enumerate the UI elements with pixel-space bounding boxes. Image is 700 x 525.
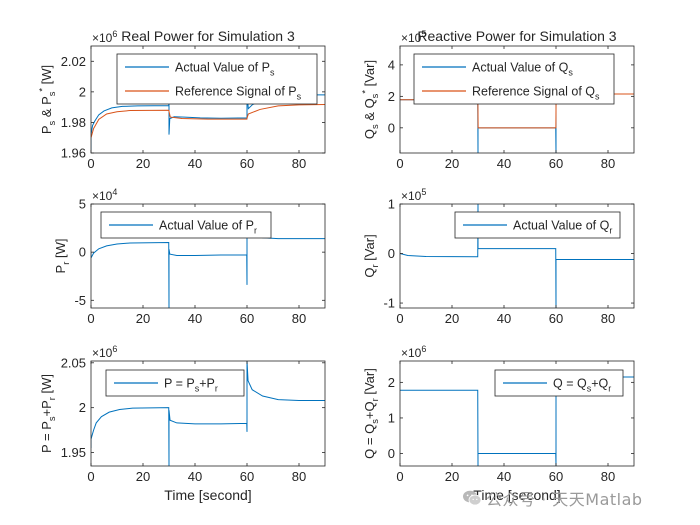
wechat-icon	[463, 490, 482, 506]
chart-title: Real Power for Simulation 3	[121, 28, 295, 44]
x-tick-label: 20	[136, 469, 150, 484]
y-tick-label: 1.98	[61, 115, 86, 130]
y-tick-label: 1	[388, 197, 395, 212]
y-tick-label: 2	[388, 89, 395, 104]
y-tick-label: 0	[79, 245, 86, 260]
x-axis-label: Time [second]	[164, 487, 251, 503]
x-tick-label: 20	[136, 311, 150, 326]
axes-box	[90, 203, 326, 309]
legend: P = Ps+Pr	[105, 369, 245, 397]
y-tick-label: -5	[74, 293, 86, 308]
legend: Actual Value of Pr	[100, 211, 272, 239]
y-axis-label: Qs & Qs* [Var]	[361, 60, 381, 139]
x-tick-label: 20	[445, 156, 459, 171]
y-tick-label: 2	[388, 375, 395, 390]
legend-label: Actual Value of Ps	[175, 61, 275, 78]
legend-box	[413, 53, 615, 105]
x-tick-label: 80	[292, 469, 306, 484]
legend: Actual Value of Qs Reference Signal of Qs	[413, 53, 615, 105]
x-tick-label: 40	[497, 469, 511, 484]
y-tick-label: -1	[383, 296, 395, 311]
y-exponent-label: ×105	[401, 187, 426, 203]
x-tick-label: 60	[240, 469, 254, 484]
x-tick-label: 60	[240, 156, 254, 171]
x-tick-label: 40	[188, 156, 202, 171]
y-tick-label: 1.96	[61, 146, 86, 161]
x-tick-label: 60	[549, 311, 563, 326]
y-axis-label: Qr [Var]	[362, 234, 380, 277]
x-tick-label: 80	[292, 311, 306, 326]
y-tick-label: 0	[388, 246, 395, 261]
x-tick-label: 0	[87, 469, 94, 484]
x-tick-label: 20	[445, 469, 459, 484]
x-tick-label: 20	[445, 311, 459, 326]
y-exponent-label: ×105	[401, 29, 426, 45]
y-axis-label: Ps & Ps* [W]	[38, 65, 58, 134]
x-tick-label: 80	[292, 156, 306, 171]
x-tick-label: 0	[396, 469, 403, 484]
axes-box	[90, 360, 326, 467]
x-tick-label: 40	[188, 311, 202, 326]
y-exponent-label: ×104	[92, 187, 117, 203]
y-tick-label: 2	[79, 400, 86, 415]
chart-title: Reactive Power for Simulation 3	[417, 28, 616, 44]
legend: Actual Value of Ps Reference Signal of Ps	[116, 53, 318, 105]
y-tick-label: 1	[388, 410, 395, 425]
axes-box	[399, 45, 635, 154]
y-tick-label: 2.02	[61, 54, 86, 69]
series-line-p-p-s-p-r	[91, 361, 325, 466]
x-tick-label: 40	[188, 469, 202, 484]
watermark-text: 公众号 · 天天Matlab	[486, 490, 643, 509]
legend-label: Reference Signal of Qs	[472, 85, 600, 102]
legend: Q = Qs+Qr	[494, 369, 624, 397]
x-axis-label: Time [second]	[473, 487, 560, 503]
y-axis-label: Q = Qs+Qr [Var]	[362, 368, 380, 459]
legend-box	[116, 53, 318, 105]
y-axis-label: P = Ps+Pr [W]	[39, 374, 57, 453]
y-axis-label: Pr [W]	[53, 239, 71, 274]
legend-label: Reference Signal of Ps	[175, 85, 302, 102]
axes-box	[90, 45, 326, 154]
chart-q: 0 20 40 60 80 0 1 2 ×106 Q = Qs+Qr [Var] Time [sec…	[362, 344, 635, 503]
legend-label: Actual Value of Qr	[513, 219, 612, 236]
axes-box	[399, 360, 635, 467]
axes-box	[399, 203, 635, 309]
x-tick-label: 0	[396, 156, 403, 171]
x-tick-label: 20	[136, 156, 150, 171]
series-line-reference-signal-of-p-s	[91, 104, 325, 138]
legend-label: P = Ps+Pr	[164, 377, 218, 394]
y-tick-label: 0	[388, 446, 395, 461]
y-exponent-label: ×106	[401, 344, 426, 360]
x-tick-label: 0	[396, 311, 403, 326]
x-tick-label: 80	[601, 311, 615, 326]
y-tick-label: 2.05	[61, 355, 86, 370]
y-tick-label: 2	[79, 84, 86, 99]
chart-ps: 0 20 40 60 80 1.96 1.98 2 2.02 ×106 Real Power for…	[38, 28, 326, 171]
y-tick-label: 0	[388, 120, 395, 135]
y-tick-label: 1.95	[61, 445, 86, 460]
x-tick-label: 80	[601, 156, 615, 171]
y-exponent-label: ×106	[92, 29, 117, 45]
x-tick-label: 0	[87, 311, 94, 326]
y-tick-label: 5	[79, 197, 86, 212]
legend-label: Actual Value of Qs	[472, 61, 573, 78]
legend: Actual Value of Qr	[454, 211, 621, 239]
x-tick-label: 0	[87, 156, 94, 171]
y-exponent-label: ×106	[92, 344, 117, 360]
x-tick-label: 80	[601, 469, 615, 484]
y-tick-label: 4	[388, 57, 395, 72]
legend-label: Actual Value of Pr	[159, 219, 257, 236]
legend-label: Q = Qs+Qr	[553, 377, 611, 394]
x-tick-label: 60	[549, 156, 563, 171]
chart-p: 0 20 40 60 80 1.95 2 2.05 ×106 P = Ps+Pr [W] Time …	[39, 344, 326, 503]
x-tick-label: 60	[549, 469, 563, 484]
x-tick-label: 40	[497, 311, 511, 326]
watermark: 公众号 · 天天Matlab	[462, 486, 698, 510]
x-tick-label: 40	[497, 156, 511, 171]
x-tick-label: 60	[240, 311, 254, 326]
